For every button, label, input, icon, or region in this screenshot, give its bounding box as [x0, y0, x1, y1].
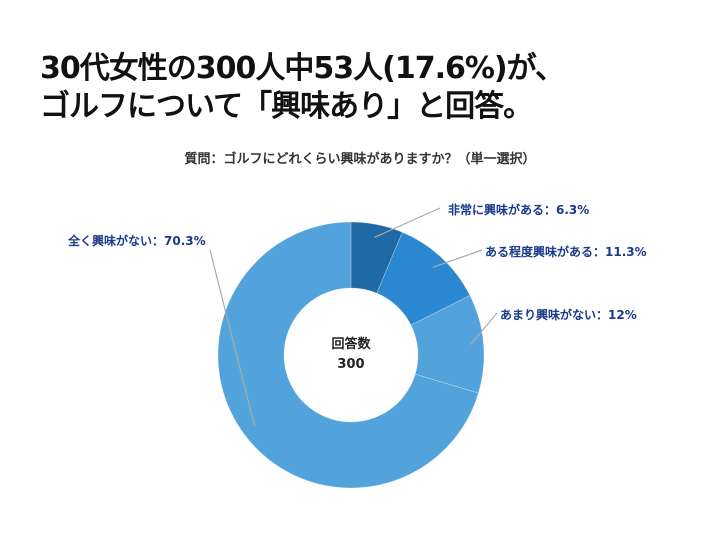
page-title: 30代女性の300人中53人(17.6%)が、 ゴルフについて「興味あり」と回答… — [40, 50, 565, 126]
title-line-2: ゴルフについて「興味あり」と回答。 — [40, 89, 533, 124]
leader-line-0 — [374, 207, 441, 238]
leader-line-1 — [432, 249, 483, 268]
slice-2 — [410, 295, 485, 394]
slice-label-0: 非常に興味がある：6.3% — [448, 202, 589, 217]
leader-line-3 — [209, 249, 256, 427]
slice-0 — [350, 221, 403, 294]
slice-label-3: 全く興味がない：70.3% — [67, 233, 206, 248]
center-label: 回答数 — [331, 336, 371, 352]
slice-3 — [217, 221, 479, 489]
title-line-1: 30代女性の300人中53人(17.6%)が、 — [40, 51, 565, 86]
slice-label-2: あまり興味がない：12% — [500, 307, 637, 322]
slice-label-1: ある程度興味がある：11.3% — [485, 244, 647, 259]
slice-1 — [376, 231, 471, 326]
chart-question: 質問：ゴルフにどれくらい興味がありますか？（単一選択） — [184, 152, 536, 167]
leader-line-2 — [470, 312, 498, 346]
center-value: 300 — [337, 357, 364, 372]
